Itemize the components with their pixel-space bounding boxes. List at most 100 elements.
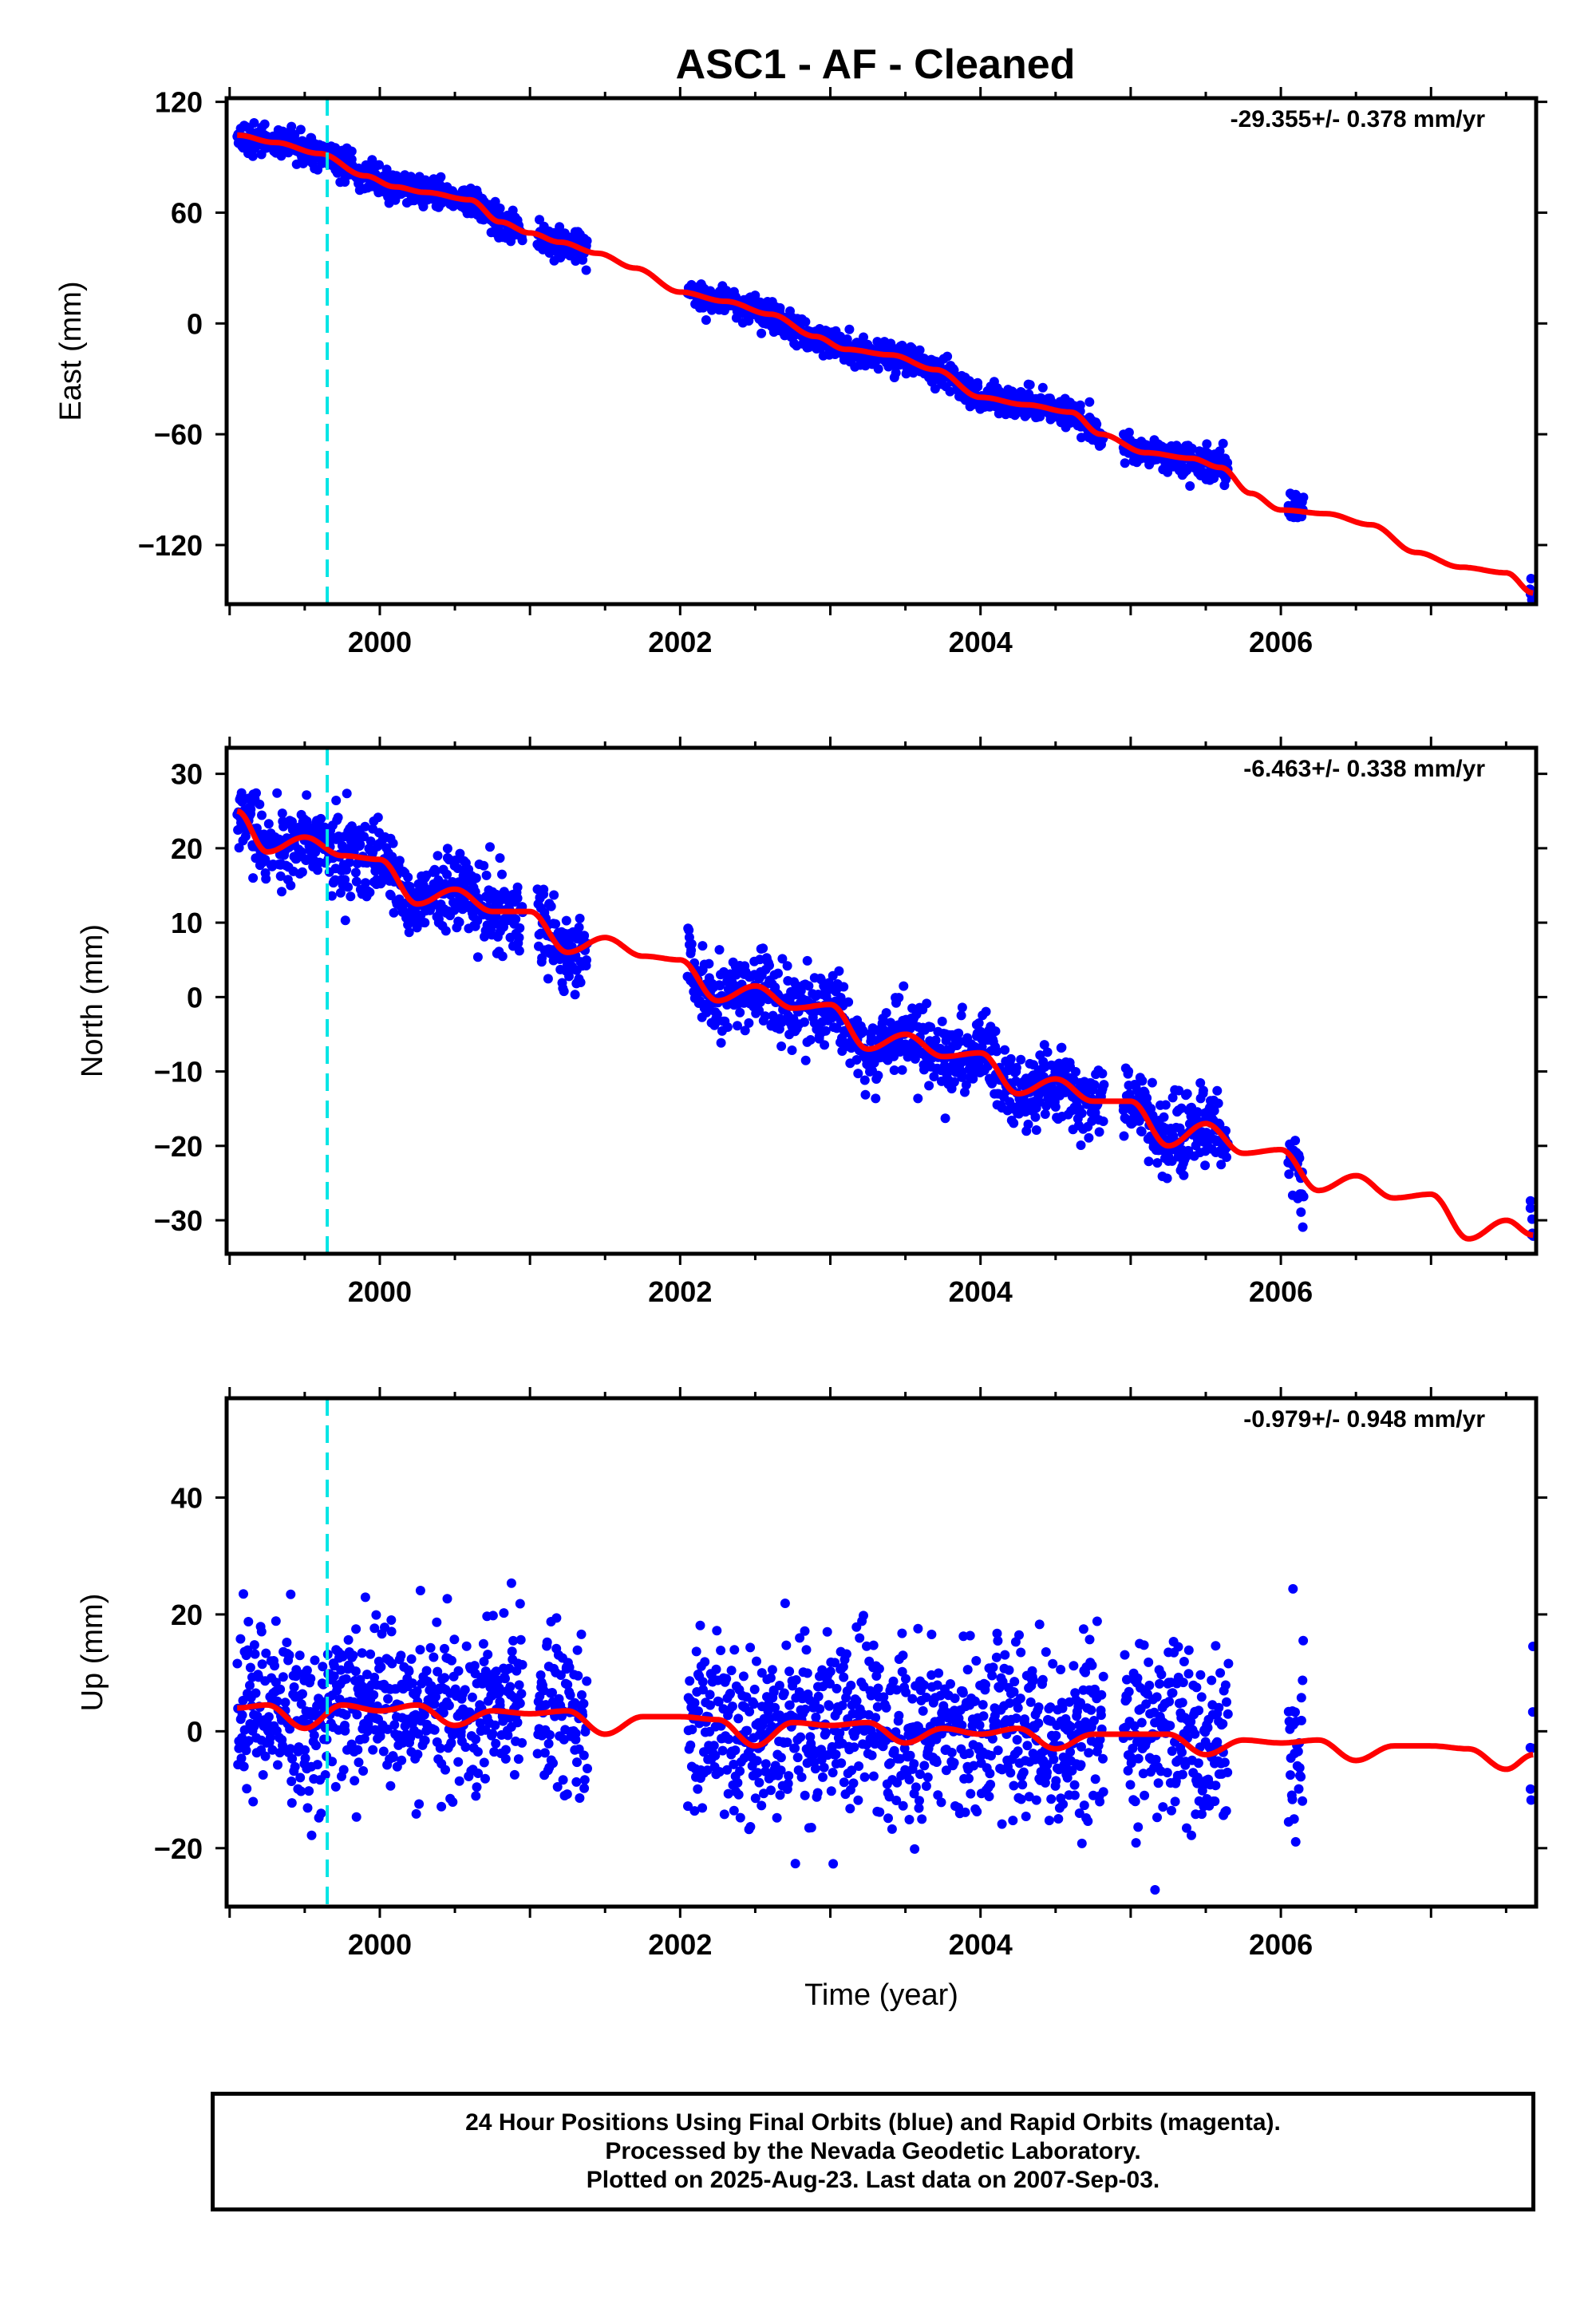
data-point (1089, 1080, 1100, 1090)
data-point (733, 1777, 743, 1788)
data-point (500, 1674, 510, 1684)
data-point (433, 851, 443, 861)
x-tick-label: 2002 (648, 626, 712, 658)
data-point (543, 974, 553, 984)
data-point (919, 1761, 930, 1771)
data-point (757, 1800, 767, 1811)
data-point (1037, 1674, 1048, 1685)
data-point (1058, 1799, 1069, 1809)
data-point (1094, 1127, 1104, 1137)
data-point (1011, 1713, 1021, 1723)
data-point (310, 1709, 321, 1719)
data-point (1212, 1085, 1223, 1096)
data-point (539, 1748, 550, 1758)
data-point (286, 1589, 296, 1599)
data-point (433, 1666, 443, 1677)
data-point (1218, 438, 1228, 449)
data-point (491, 1666, 501, 1677)
data-point (867, 1750, 877, 1761)
data-point (905, 1023, 915, 1034)
data-point (974, 1720, 985, 1730)
rate-label: -6.463+/- 0.338 mm/yr (1243, 756, 1485, 782)
data-point (331, 796, 342, 805)
data-point (558, 1775, 568, 1785)
data-point (517, 235, 527, 246)
data-point (1144, 1156, 1154, 1167)
data-point (956, 1010, 966, 1021)
data-point (300, 1753, 310, 1764)
data-point (1005, 1768, 1016, 1778)
data-point (735, 1812, 745, 1823)
data-point (790, 1859, 800, 1869)
data-point (368, 1745, 378, 1755)
data-point (758, 943, 768, 954)
data-point (791, 1675, 801, 1685)
data-point (1045, 1702, 1056, 1713)
data-point (286, 1777, 297, 1786)
data-point (749, 1684, 760, 1694)
data-point (818, 1772, 828, 1782)
data-point (316, 813, 326, 824)
data-point (555, 1670, 566, 1680)
data-point (302, 1666, 312, 1675)
data-point (263, 819, 274, 829)
data-point (1084, 1748, 1094, 1758)
data-point (509, 1769, 519, 1780)
data-point (362, 1726, 373, 1737)
data-point (369, 1690, 379, 1700)
data-point (243, 1645, 253, 1655)
data-point (894, 993, 904, 1003)
data-point (295, 1773, 306, 1783)
data-point (360, 821, 370, 832)
data-point (369, 1623, 380, 1634)
data-point (394, 856, 405, 866)
y-tick-label: 0 (187, 307, 203, 340)
data-point (754, 1777, 764, 1788)
data-point (812, 1788, 823, 1798)
data-point (873, 1070, 883, 1081)
data-point (757, 328, 767, 338)
data-point (1162, 1173, 1172, 1184)
data-point (686, 939, 697, 949)
data-point (1076, 1140, 1086, 1150)
data-point (420, 1735, 430, 1745)
data-point (277, 887, 286, 897)
data-point (881, 1008, 891, 1018)
data-point (270, 1661, 279, 1671)
data-point (272, 1696, 282, 1706)
data-point (744, 316, 754, 326)
data-point (760, 1759, 771, 1769)
data-point (1022, 1741, 1033, 1751)
data-point (1099, 1080, 1109, 1090)
data-point (517, 1660, 527, 1670)
data-point (930, 1035, 941, 1045)
data-point (968, 1073, 978, 1084)
data-point (800, 1704, 811, 1714)
data-point (497, 869, 507, 879)
data-point (860, 1089, 871, 1100)
data-point (697, 1677, 708, 1687)
data-point (342, 864, 352, 875)
data-point (825, 1678, 835, 1689)
data-point (1200, 1160, 1211, 1171)
data-point (302, 1803, 313, 1813)
data-point (957, 1067, 967, 1077)
data-point (913, 1093, 923, 1104)
data-point (1090, 1774, 1100, 1784)
data-point (722, 1765, 733, 1775)
data-point (471, 1791, 481, 1801)
data-point (495, 204, 505, 213)
data-point (442, 1594, 452, 1604)
data-point (1096, 1710, 1106, 1721)
data-point (340, 875, 350, 885)
data-point (579, 1775, 590, 1785)
data-point (895, 1047, 905, 1057)
data-point (514, 946, 524, 956)
data-point (1031, 1795, 1041, 1805)
data-point (1070, 1688, 1080, 1698)
data-point (1083, 1816, 1093, 1826)
data-point (406, 1654, 417, 1664)
data-point (415, 1645, 425, 1655)
data-point (404, 1666, 414, 1677)
data-point (960, 1807, 970, 1817)
